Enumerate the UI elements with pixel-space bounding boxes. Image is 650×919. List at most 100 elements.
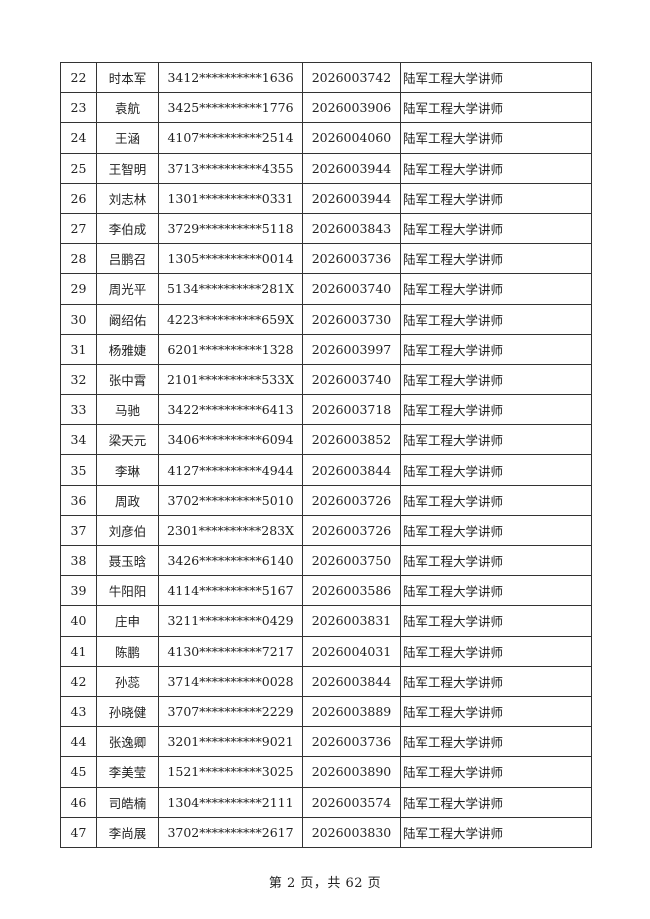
name-cell: 王涵 [96,122,159,154]
row-number: 43 [60,695,97,728]
position-cell: 陆军工程大学讲师 [400,575,592,607]
exam-number-cell: 2026003718 [302,394,401,426]
position-cell: 陆军工程大学讲师 [400,61,592,94]
id-number-cell: 4130**********7217 [158,635,303,667]
position-cell: 陆军工程大学讲师 [400,635,592,667]
row-number: 36 [60,484,97,516]
row-number: 39 [60,575,97,607]
id-number-cell: 4114**********5167 [158,575,303,607]
exam-number-cell: 2026004060 [302,122,401,154]
id-number-cell: 3714**********0028 [158,665,303,697]
exam-number-cell: 2026003736 [302,726,401,758]
name-cell: 陈鹏 [96,635,159,667]
position-cell: 陆军工程大学讲师 [400,122,592,154]
name-cell: 张中霄 [96,363,159,396]
position-cell: 陆军工程大学讲师 [400,424,592,456]
exam-number-cell: 2026003726 [302,484,401,516]
row-number: 35 [60,454,97,486]
position-cell: 陆军工程大学讲师 [400,92,592,124]
exam-number-cell: 2026003843 [302,212,401,245]
id-number-cell: 3211**********0429 [158,605,303,637]
position-cell: 陆军工程大学讲师 [400,544,592,577]
position-cell: 陆军工程大学讲师 [400,303,592,335]
name-cell: 李伯成 [96,212,159,245]
table-row: 36 周政 3702**********5010 2026003726 陆军工程大学讲师 [60,484,592,516]
exam-number-cell: 2026003890 [302,756,401,788]
id-number-cell: 3406**********6094 [158,424,303,456]
id-number-cell: 3702**********2617 [158,816,303,848]
roster-table: 22 时本军 3412**********1636 2026003742 陆军工程大学讲… [60,61,592,848]
row-number: 30 [60,303,97,335]
row-number: 27 [60,212,97,245]
name-cell: 李美莹 [96,756,159,788]
exam-number-cell: 2026004031 [302,635,401,667]
row-number: 41 [60,635,97,667]
id-number-cell: 1521**********3025 [158,756,303,788]
name-cell: 阚绍佑 [96,303,159,335]
position-cell: 陆军工程大学讲师 [400,243,592,275]
id-number-cell: 3702**********5010 [158,484,303,516]
id-number-cell: 3425**********1776 [158,92,303,124]
id-number-cell: 5134**********281X [158,273,303,305]
id-number-cell: 1301**********0331 [158,182,303,214]
name-cell: 马驰 [96,394,159,426]
table-row: 27 李伯成 3729**********5118 2026003843 陆军工程大学讲… [60,212,592,245]
row-number: 47 [60,816,97,848]
row-number: 25 [60,152,97,184]
position-cell: 陆军工程大学讲师 [400,484,592,516]
exam-number-cell: 2026003574 [302,786,401,818]
row-number: 46 [60,786,97,818]
position-cell: 陆军工程大学讲师 [400,212,592,245]
position-cell: 陆军工程大学讲师 [400,695,592,728]
table-row: 31 杨雅婕 6201**********1328 2026003997 陆军工程大学讲… [60,333,592,365]
table-row: 35 李琳 4127**********4944 2026003844 陆军工程大学讲师 [60,454,592,486]
exam-number-cell: 2026003889 [302,695,401,728]
name-cell: 孙蕊 [96,665,159,697]
exam-number-cell: 2026003586 [302,575,401,607]
table-row: 47 李尚展 3702**********2617 2026003830 陆军工程大学讲… [60,816,592,848]
name-cell: 孙晓健 [96,695,159,728]
name-cell: 周政 [96,484,159,516]
name-cell: 庄申 [96,605,159,637]
row-number: 38 [60,544,97,577]
id-number-cell: 4107**********2514 [158,122,303,154]
id-number-cell: 3729**********5118 [158,212,303,245]
exam-number-cell: 2026003844 [302,665,401,697]
exam-number-cell: 2026003852 [302,424,401,456]
position-cell: 陆军工程大学讲师 [400,182,592,214]
position-cell: 陆军工程大学讲师 [400,394,592,426]
table-row: 23 袁航 3425**********1776 2026003906 陆军工程大学讲师 [60,92,592,124]
id-number-cell: 4223**********659X [158,303,303,335]
id-number-cell: 3201**********9021 [158,726,303,758]
row-number: 26 [60,182,97,214]
name-cell: 时本军 [96,61,159,94]
row-number: 45 [60,756,97,788]
row-number: 28 [60,243,97,275]
name-cell: 李琳 [96,454,159,486]
id-number-cell: 2101**********533X [158,363,303,396]
position-cell: 陆军工程大学讲师 [400,605,592,637]
table-row: 29 周光平 5134**********281X 2026003740 陆军工程大学讲… [60,273,592,305]
name-cell: 刘志林 [96,182,159,214]
name-cell: 李尚展 [96,816,159,848]
name-cell: 刘彦伯 [96,514,159,547]
id-number-cell: 3713**********4355 [158,152,303,184]
table-row: 45 李美莹 1521**********3025 2026003890 陆军工程大学讲… [60,756,592,788]
table-row: 26 刘志林 1301**********0331 2026003944 陆军工程大学讲… [60,182,592,214]
exam-number-cell: 2026003830 [302,816,401,848]
exam-number-cell: 2026003944 [302,182,401,214]
row-number: 22 [60,61,97,94]
table-row: 42 孙蕊 3714**********0028 2026003844 陆军工程大学讲师 [60,665,592,697]
id-number-cell: 3422**********6413 [158,394,303,426]
exam-number-cell: 2026003750 [302,544,401,577]
table-row: 32 张中霄 2101**********533X 2026003740 陆军工程大学讲… [60,363,592,396]
row-number: 29 [60,273,97,305]
exam-number-cell: 2026003740 [302,273,401,305]
exam-number-cell: 2026003844 [302,454,401,486]
exam-number-cell: 2026003740 [302,363,401,396]
exam-number-cell: 2026003997 [302,333,401,365]
name-cell: 吕鹏召 [96,243,159,275]
table-row: 24 王涵 4107**********2514 2026004060 陆军工程大学讲师 [60,122,592,154]
name-cell: 王智明 [96,152,159,184]
position-cell: 陆军工程大学讲师 [400,514,592,547]
